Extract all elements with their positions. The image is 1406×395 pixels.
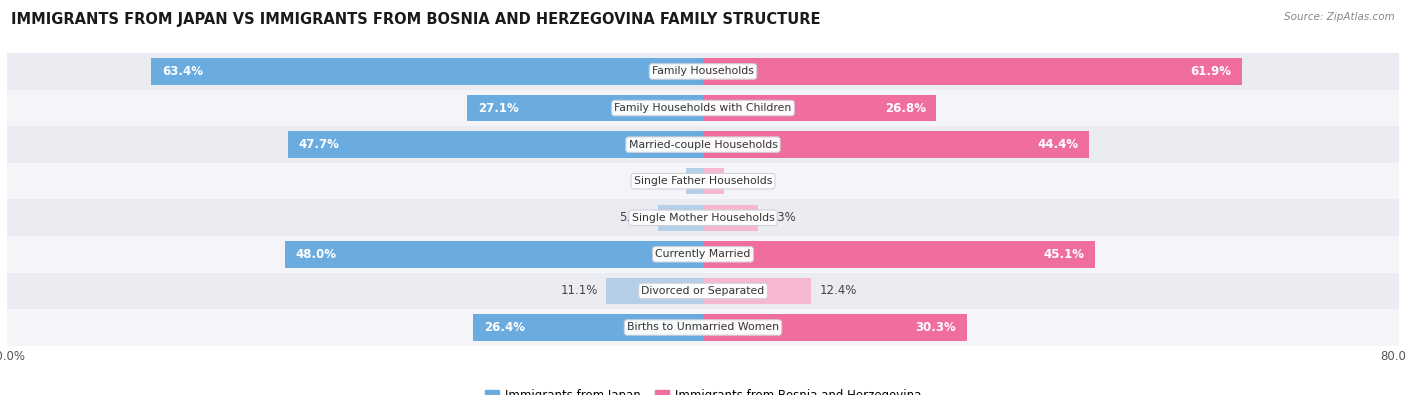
Text: Currently Married: Currently Married: [655, 249, 751, 260]
Text: 5.2%: 5.2%: [619, 211, 650, 224]
Text: Single Father Households: Single Father Households: [634, 176, 772, 186]
Bar: [703, 168, 724, 194]
Text: 11.1%: 11.1%: [561, 284, 598, 297]
Text: 27.1%: 27.1%: [478, 102, 519, 115]
Legend: Immigrants from Japan, Immigrants from Bosnia and Herzegovina: Immigrants from Japan, Immigrants from B…: [479, 384, 927, 395]
Bar: [7, 199, 1399, 236]
Bar: [703, 205, 758, 231]
Bar: [288, 132, 703, 158]
Bar: [703, 132, 1090, 158]
Text: Family Households: Family Households: [652, 66, 754, 77]
Bar: [7, 273, 1399, 309]
Bar: [7, 309, 1399, 346]
Bar: [606, 278, 703, 304]
Text: 26.4%: 26.4%: [484, 321, 524, 334]
Bar: [7, 90, 1399, 126]
Text: 61.9%: 61.9%: [1189, 65, 1232, 78]
Text: Single Mother Households: Single Mother Households: [631, 213, 775, 223]
Text: 45.1%: 45.1%: [1043, 248, 1085, 261]
Text: 47.7%: 47.7%: [298, 138, 339, 151]
Bar: [152, 58, 703, 85]
Bar: [7, 126, 1399, 163]
Bar: [7, 236, 1399, 273]
Bar: [658, 205, 703, 231]
Bar: [474, 314, 703, 340]
Bar: [285, 241, 703, 267]
Text: 48.0%: 48.0%: [295, 248, 337, 261]
Text: Married-couple Households: Married-couple Households: [628, 139, 778, 150]
Text: Births to Unmarried Women: Births to Unmarried Women: [627, 322, 779, 333]
Text: 44.4%: 44.4%: [1038, 138, 1078, 151]
Text: 2.0%: 2.0%: [647, 175, 676, 188]
Text: 6.3%: 6.3%: [766, 211, 796, 224]
Bar: [467, 95, 703, 121]
Bar: [703, 314, 966, 340]
Bar: [703, 278, 811, 304]
Text: Divorced or Separated: Divorced or Separated: [641, 286, 765, 296]
Bar: [7, 163, 1399, 199]
Text: 30.3%: 30.3%: [915, 321, 956, 334]
Bar: [686, 168, 703, 194]
Bar: [703, 241, 1095, 267]
Text: Source: ZipAtlas.com: Source: ZipAtlas.com: [1284, 12, 1395, 22]
Text: Family Households with Children: Family Households with Children: [614, 103, 792, 113]
Text: 63.4%: 63.4%: [162, 65, 202, 78]
Text: 26.8%: 26.8%: [884, 102, 925, 115]
Text: 12.4%: 12.4%: [820, 284, 856, 297]
Text: 2.4%: 2.4%: [733, 175, 762, 188]
Bar: [703, 95, 936, 121]
Bar: [703, 58, 1241, 85]
Text: IMMIGRANTS FROM JAPAN VS IMMIGRANTS FROM BOSNIA AND HERZEGOVINA FAMILY STRUCTURE: IMMIGRANTS FROM JAPAN VS IMMIGRANTS FROM…: [11, 12, 821, 27]
Bar: [7, 53, 1399, 90]
